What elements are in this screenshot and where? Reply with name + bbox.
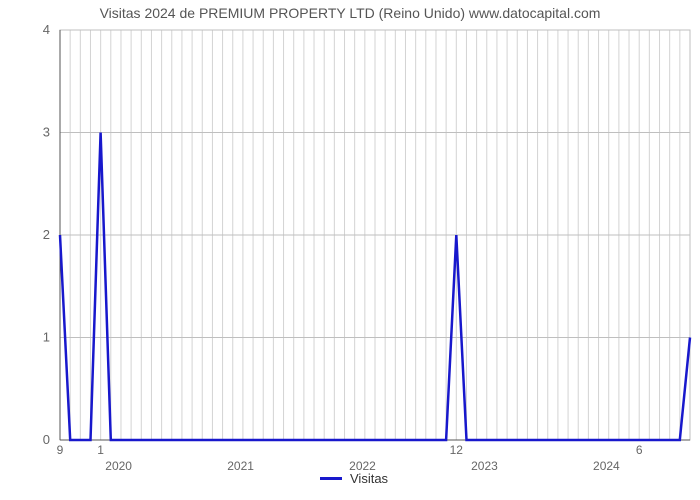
y-tick-label: 4 [43, 22, 50, 37]
x-year-label: 2021 [227, 459, 254, 473]
x-point-label: 1 [97, 443, 104, 457]
x-point-label: 6 [636, 443, 643, 457]
x-year-label: 2024 [593, 459, 620, 473]
legend-swatch [320, 477, 342, 480]
y-tick-label: 2 [43, 227, 50, 242]
x-point-label: 12 [450, 443, 464, 457]
chart-container: Visitas 2024 de PREMIUM PROPERTY LTD (Re… [0, 0, 700, 500]
y-tick-label: 0 [43, 432, 50, 447]
y-tick-label: 3 [43, 125, 50, 140]
x-point-label: 9 [57, 443, 64, 457]
x-year-label: 2023 [471, 459, 498, 473]
visits-line-chart: Visitas 2024 de PREMIUM PROPERTY LTD (Re… [0, 0, 700, 500]
x-year-label: 2020 [105, 459, 132, 473]
legend-label: Visitas [350, 471, 389, 486]
y-tick-label: 1 [43, 330, 50, 345]
chart-title: Visitas 2024 de PREMIUM PROPERTY LTD (Re… [100, 5, 601, 21]
